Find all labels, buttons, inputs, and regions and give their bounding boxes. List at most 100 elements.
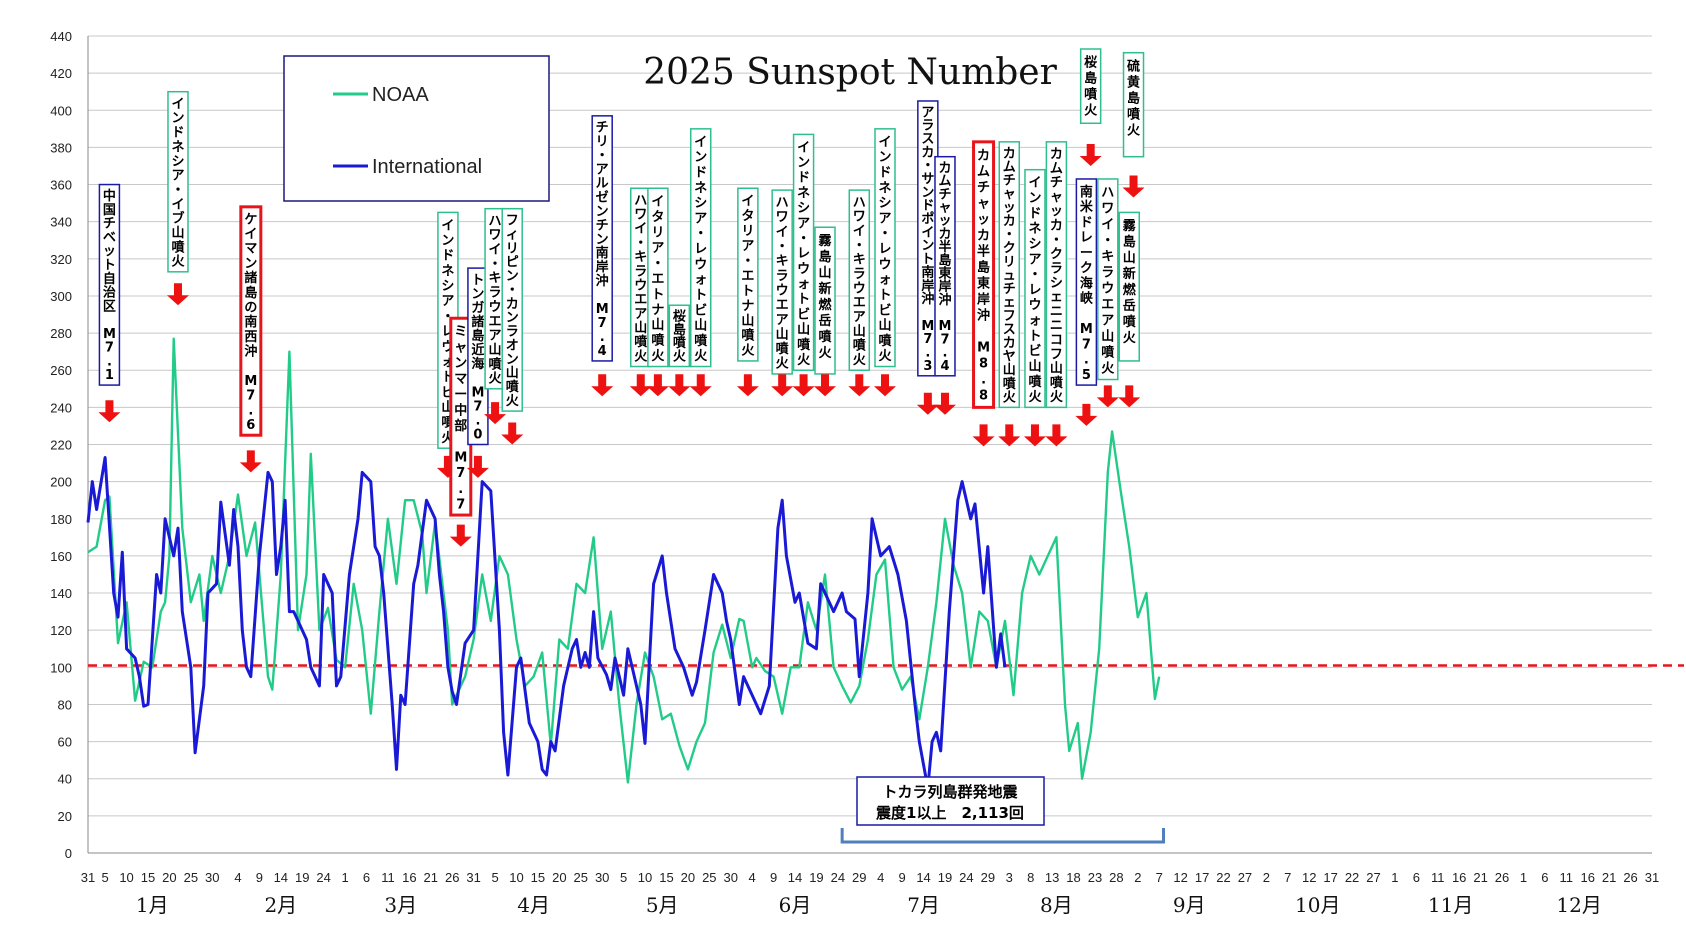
down-arrow-icon (166, 283, 189, 306)
tokara-note-line1: トカラ列島群発地震 (882, 783, 1018, 801)
series-noaa-line (87, 337, 1161, 784)
event-annotation: インドネシア・レウォトビ山噴火 (792, 133, 815, 397)
annotation-label: インドネシア・レウォトビ山噴火 (878, 135, 892, 364)
x-tick-label: 6 (363, 870, 370, 885)
x-tick-label: 11 (1431, 870, 1445, 885)
x-tick-label: 21 (1473, 870, 1487, 885)
down-arrow-icon (1045, 424, 1068, 447)
annotation-box (874, 128, 896, 368)
x-tick-label: 22 (1216, 870, 1230, 885)
x-tick-label: 1 (1391, 870, 1398, 885)
y-tick-label: 0 (65, 846, 72, 861)
x-tick-label: 16 (1580, 870, 1594, 885)
event-annotation: 桜島噴火 (1079, 48, 1102, 166)
x-tick-label: 8 (1027, 870, 1034, 885)
y-tick-label: 180 (50, 512, 72, 527)
down-arrow-icon (1023, 424, 1046, 447)
month-label: 6月 (779, 893, 812, 917)
x-tick-label: 18 (1066, 870, 1080, 885)
x-tick-label: 7 (1156, 870, 1163, 885)
down-arrow-icon (972, 424, 995, 447)
x-tick-label: 23 (1088, 870, 1102, 885)
x-tick-label: 10 (119, 870, 133, 885)
annotation-box (737, 187, 759, 362)
annotation-label: インドネシア・イブ山噴火 (171, 97, 185, 270)
y-tick-label: 360 (50, 178, 72, 193)
annotation-label: インドネシア・レウォトビ山噴火 (1028, 176, 1042, 405)
event-annotation: ハワイ・キラウエア山噴火 (484, 207, 507, 425)
legend: NOAA International (283, 55, 550, 202)
x-tick-label: 24 (959, 870, 973, 885)
down-arrow-icon (1118, 385, 1141, 408)
y-tick-label: 140 (50, 586, 72, 601)
x-tick-label: 22 (1345, 870, 1359, 885)
x-tick-label: 27 (1366, 870, 1380, 885)
annotation-box (1118, 211, 1140, 362)
down-arrow-icon (484, 402, 507, 425)
x-tick-label: 6 (1541, 870, 1548, 885)
annotation-box (591, 115, 613, 362)
x-tick-label: 19 (938, 870, 952, 885)
x-tick-label: 17 (1323, 870, 1337, 885)
annotation-label: カムチャッカ・クラシェニニコフ山噴火 (1050, 147, 1064, 405)
month-label: 5月 (646, 893, 679, 917)
event-annotation: カムチャッカ・クリュチェフスカヤ山噴火 (998, 141, 1021, 447)
y-axis-ticks: 0 20 40 60 80 100 120 140 160 180 200 220 240 260 280 3… (50, 29, 72, 861)
y-tick-label: 400 (50, 103, 72, 118)
y-tick-label: 280 (50, 326, 72, 341)
x-tick-label: 20 (681, 870, 695, 885)
x-tick-label: 5 (491, 870, 498, 885)
x-tick-label: 4 (234, 870, 241, 885)
down-arrow-icon (916, 392, 939, 415)
x-tick-label: 21 (424, 870, 438, 885)
month-label: 9月 (1173, 893, 1206, 917)
event-annotation: カムチャッカ・クラシェニニコフ山噴火 (1045, 141, 1068, 447)
down-arrow-icon (933, 392, 956, 415)
annotation-box (1122, 51, 1145, 158)
x-tick-label: 15 (659, 870, 673, 885)
down-arrow-icon (792, 374, 815, 397)
x-tick-label: 13 (1045, 870, 1059, 885)
down-arrow-icon (501, 422, 524, 445)
annotation-box (1024, 168, 1046, 409)
x-tick-label: 12 (1302, 870, 1316, 885)
annotation-label: インドネシア・レウォトビ山噴火 (797, 140, 811, 368)
down-arrow-icon (1096, 385, 1119, 408)
month-label: 2月 (264, 893, 297, 917)
x-tick-label: 3 (1006, 870, 1013, 885)
y-tick-label: 80 (58, 697, 72, 712)
x-tick-label: 20 (552, 870, 566, 885)
annotation-label: ハワイ・キラウエア山噴火 (1101, 186, 1115, 377)
annotation-box (1097, 178, 1119, 381)
x-tick-label: 11 (1560, 870, 1574, 885)
event-annotation: インドネシア・レウォトビ山噴火 (689, 128, 712, 397)
x-tick-label: 14 (274, 870, 288, 885)
x-tick-label: 1 (341, 870, 348, 885)
annotation-label: 桜島噴火 (673, 309, 687, 365)
series-lines (86, 337, 1161, 790)
down-arrow-icon (629, 374, 652, 397)
x-tick-label: 9 (256, 870, 263, 885)
y-tick-label: 260 (50, 363, 72, 378)
down-arrow-icon (591, 374, 614, 397)
x-tick-label: 29 (852, 870, 866, 885)
event-annotation: 硫黄島噴火 (1122, 51, 1145, 198)
event-annotation: インドネシア・イブ山噴火 (166, 90, 189, 306)
annotation-box (972, 140, 996, 409)
event-annotation: 霧島山新燃岳噴火 (814, 226, 837, 397)
y-tick-label: 160 (50, 549, 72, 564)
x-tick-label: 31 (466, 870, 480, 885)
annotation-box (1079, 48, 1102, 125)
x-tick-label: 25 (184, 870, 198, 885)
annotation-box (998, 141, 1021, 409)
month-label: 10月 (1295, 893, 1340, 917)
